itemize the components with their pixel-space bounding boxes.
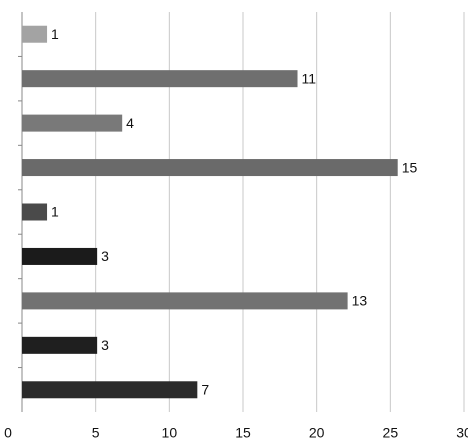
data-label: 1: [51, 204, 59, 220]
x-tick-label: 15: [235, 425, 251, 440]
x-tick-label: 20: [309, 425, 325, 440]
data-label: 13: [352, 293, 368, 309]
x-tick-label: 10: [162, 425, 178, 440]
bar: [22, 336, 98, 354]
bar: [22, 247, 98, 265]
bar: [22, 70, 298, 88]
data-label: 3: [101, 248, 109, 264]
bar: [22, 203, 48, 221]
x-tick-label: 5: [92, 425, 100, 440]
x-tick-label: 0: [4, 425, 12, 440]
data-label: 11: [302, 70, 317, 86]
bar: [22, 159, 398, 177]
x-tick-label: 30: [456, 425, 468, 440]
x-tick-label: 25: [383, 425, 399, 440]
bar: [22, 25, 48, 43]
bar: [22, 292, 348, 310]
data-label: 3: [101, 337, 109, 353]
data-label: 4: [126, 115, 134, 131]
data-label: 15: [402, 159, 418, 175]
data-label: 1: [51, 26, 59, 42]
data-label: 7: [201, 381, 209, 397]
bar: [22, 114, 123, 132]
bar: [22, 381, 198, 399]
